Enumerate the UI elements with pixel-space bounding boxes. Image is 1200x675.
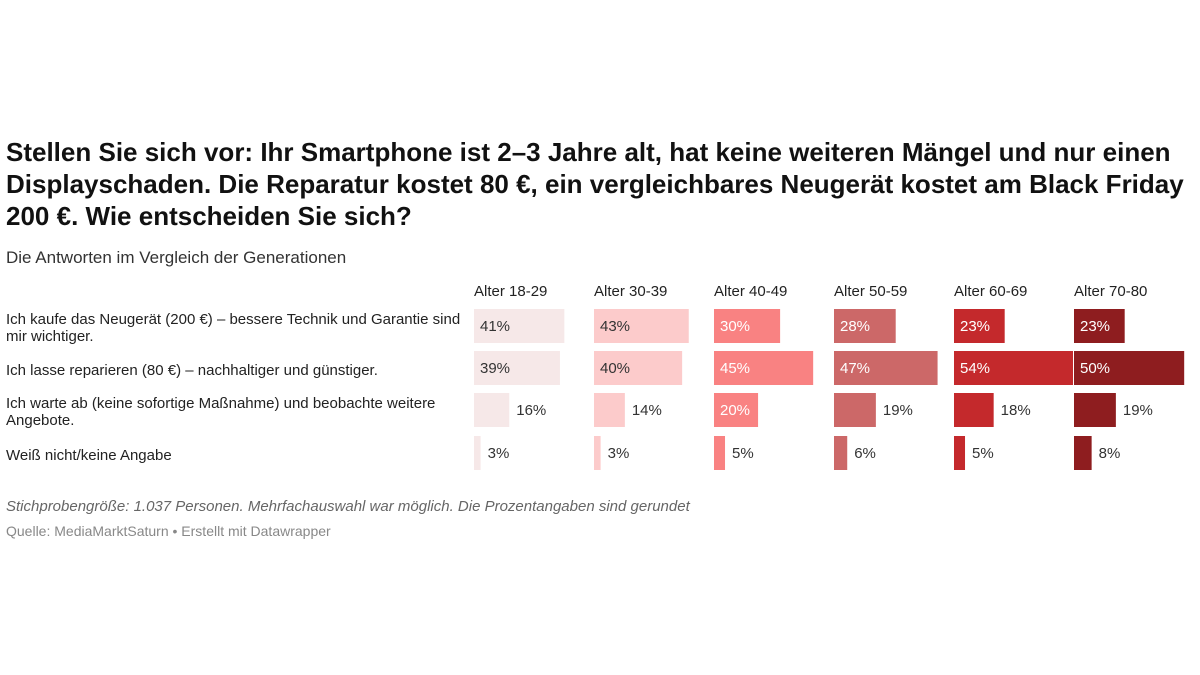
value-label: 16% [516, 402, 546, 419]
bar [954, 393, 994, 427]
bar [474, 436, 481, 470]
value-label: 40% [600, 360, 630, 377]
value-label: 5% [972, 445, 994, 462]
bar [474, 351, 560, 385]
value-label: 41% [480, 318, 510, 335]
bar [954, 351, 1073, 385]
value-label: 3% [608, 445, 630, 462]
category-label: Weiß nicht/keine Angabe [6, 446, 172, 464]
bar [594, 436, 601, 470]
bar [714, 309, 781, 343]
bar [954, 436, 966, 470]
value-label: 50% [1080, 360, 1110, 377]
value-label: 20% [720, 402, 750, 419]
bar [594, 309, 689, 343]
notes: Stichprobengröße: 1.037 Personen. Mehrfa… [6, 498, 690, 515]
source: Quelle: MediaMarktSaturn • Erstellt mit … [6, 523, 331, 539]
value-label: 18% [1001, 402, 1031, 419]
category-label: Ich warte ab (keine sofortige Maßnahme) … [6, 395, 436, 429]
value-label: 39% [480, 360, 510, 377]
value-label: 8% [1099, 445, 1121, 462]
value-label: 47% [840, 360, 870, 377]
bar [834, 393, 876, 427]
value-label: 6% [854, 445, 876, 462]
bar [714, 393, 759, 427]
bar [1074, 393, 1116, 427]
bar [594, 393, 625, 427]
column-header: Alter 30-39 [594, 283, 667, 300]
column-header: Alter 50-59 [834, 283, 907, 300]
category-label: Ich lasse reparieren (80 €) – nachhaltig… [6, 361, 378, 379]
column-header: Alter 40-49 [714, 283, 787, 300]
value-label: 19% [1123, 402, 1153, 419]
value-label: 23% [960, 318, 990, 335]
value-label: 28% [840, 318, 870, 335]
value-label: 3% [488, 445, 510, 462]
column-header: Alter 18-29 [474, 283, 547, 300]
value-label: 19% [883, 402, 913, 419]
value-label: 45% [720, 360, 750, 377]
bar [834, 436, 848, 470]
category-label: Ich kaufe das Neugerät (200 €) – bessere… [6, 311, 461, 345]
bar [834, 309, 896, 343]
bar [1074, 351, 1185, 385]
bar [954, 309, 1005, 343]
bar [714, 436, 726, 470]
bar [474, 309, 565, 343]
chart-title: Stellen Sie sich vor: Ihr Smartphone ist… [6, 137, 1184, 231]
bar [1074, 309, 1125, 343]
bar [1074, 436, 1092, 470]
bar [594, 351, 683, 385]
value-label: 30% [720, 318, 750, 335]
bar [474, 393, 510, 427]
value-label: 43% [600, 318, 630, 335]
column-header: Alter 70-80 [1074, 283, 1147, 300]
value-label: 54% [960, 360, 990, 377]
chart-subtitle: Die Antworten im Vergleich der Generatio… [6, 248, 347, 267]
value-label: 23% [1080, 318, 1110, 335]
bar [834, 351, 938, 385]
value-label: 5% [732, 445, 754, 462]
column-header: Alter 60-69 [954, 283, 1027, 300]
bar [714, 351, 814, 385]
value-label: 14% [632, 402, 662, 419]
